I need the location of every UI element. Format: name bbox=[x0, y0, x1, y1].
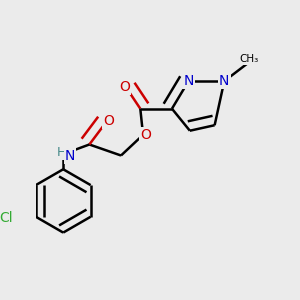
Text: CH₃: CH₃ bbox=[239, 54, 259, 64]
Text: O: O bbox=[103, 114, 114, 128]
Text: O: O bbox=[140, 128, 151, 142]
Text: N: N bbox=[65, 148, 75, 163]
Text: N: N bbox=[183, 74, 194, 88]
Text: N: N bbox=[219, 74, 230, 88]
Text: Cl: Cl bbox=[0, 211, 13, 225]
Text: H: H bbox=[57, 146, 67, 159]
Text: O: O bbox=[119, 80, 130, 94]
